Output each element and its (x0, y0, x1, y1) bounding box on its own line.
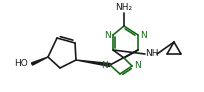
Text: HO: HO (14, 60, 28, 69)
Text: N: N (134, 61, 141, 70)
Polygon shape (76, 60, 110, 67)
Text: NH: NH (145, 49, 159, 59)
Polygon shape (31, 57, 48, 65)
Text: NH₂: NH₂ (115, 3, 133, 12)
Text: N: N (101, 61, 108, 69)
Text: N: N (104, 31, 111, 39)
Text: N: N (140, 31, 147, 39)
